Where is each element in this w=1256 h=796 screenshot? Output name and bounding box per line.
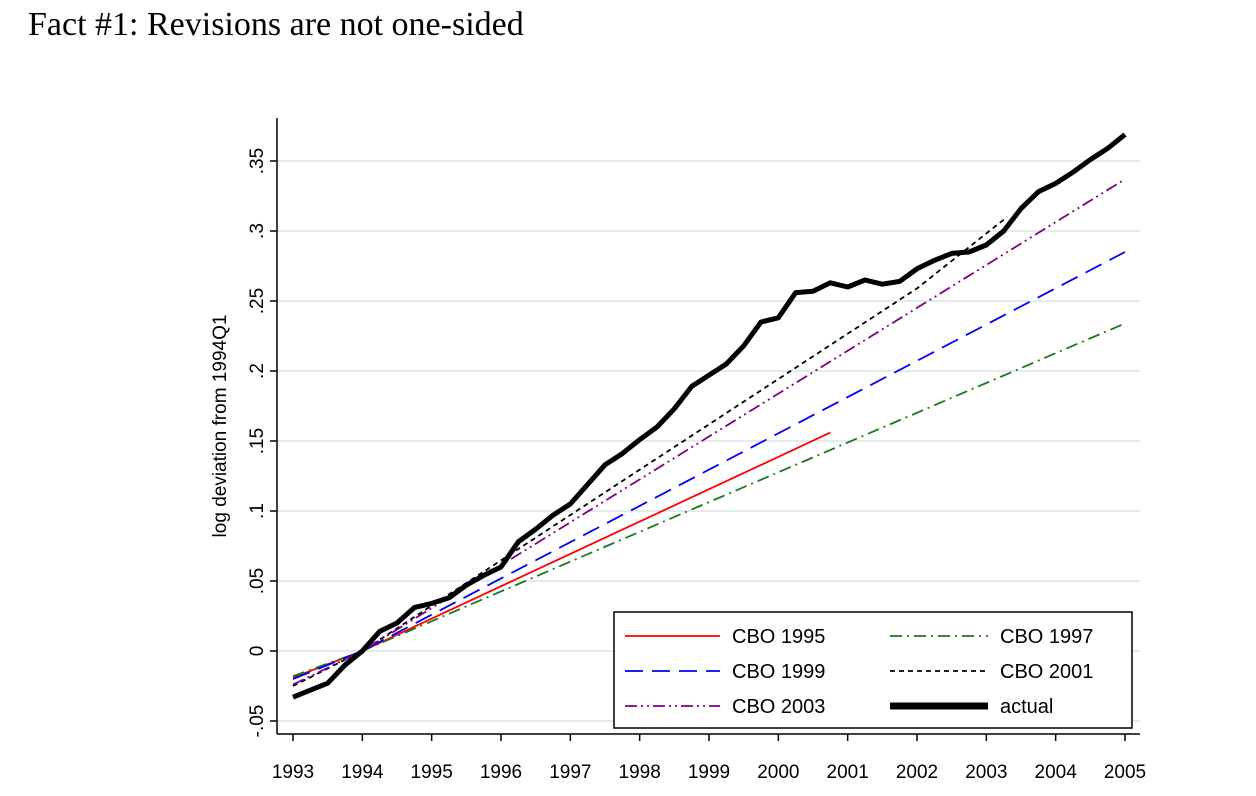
- x-tick-label: 2004: [1035, 762, 1078, 783]
- x-tick-label: 1999: [688, 762, 730, 783]
- x-tick-label: 2005: [1104, 762, 1146, 783]
- y-tick-label: .15: [247, 428, 268, 454]
- legend-label: CBO 1997: [1000, 626, 1093, 648]
- series-line-actual: [292, 132, 1127, 700]
- x-tick-label: 2000: [757, 762, 799, 783]
- slide-title: Fact #1: Revisions are not one-sided: [28, 6, 524, 43]
- x-tick-label: 1997: [549, 762, 591, 783]
- y-tick-label: .35: [247, 148, 268, 174]
- legend-label: CBO 1995: [732, 626, 825, 648]
- legend-box: [613, 611, 1133, 729]
- legend: CBO 1995 CBO 1997 CBO 1999 CBO 2001 CBO 2003…: [613, 611, 1133, 729]
- series-lines: [292, 132, 1127, 700]
- y-tick-label: .2: [247, 363, 268, 379]
- x-tick-label: 1996: [480, 762, 522, 783]
- series-line-cbo-2003: [292, 178, 1126, 686]
- tick-labels: -.05 0 .05 .1 .15 .2 .25 .3 .35 1993 1994 1995 1996 1…: [247, 148, 1146, 783]
- x-tick-label: 2002: [896, 762, 938, 783]
- legend-label: actual: [1000, 696, 1053, 718]
- y-tick-label: .3: [247, 223, 268, 239]
- x-tick-label: 2001: [827, 762, 869, 783]
- y-axis-title: log deviation from 1994Q1: [210, 315, 231, 538]
- y-tick-label: .1: [247, 503, 268, 519]
- x-tick-label: 2003: [965, 762, 1007, 783]
- legend-label: CBO 2001: [1000, 661, 1093, 683]
- x-tick-label: 1998: [619, 762, 661, 783]
- series-line-cbo-1999: [292, 251, 1126, 680]
- y-tick-label: -.05: [247, 705, 268, 738]
- y-tick-label: 0: [247, 646, 268, 657]
- x-tick-label: 1995: [411, 762, 453, 783]
- legend-label: CBO 1999: [732, 661, 825, 683]
- y-tick-label: .05: [247, 568, 268, 594]
- y-tick-label: .25: [247, 288, 268, 314]
- axes: [270, 118, 1140, 741]
- x-tick-label: 1994: [341, 762, 384, 783]
- legend-label: CBO 2003: [732, 696, 825, 718]
- x-tick-label: 1993: [272, 762, 314, 783]
